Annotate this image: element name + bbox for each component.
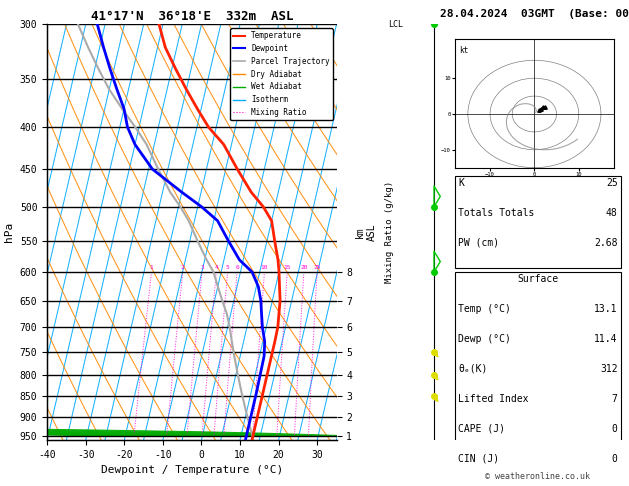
X-axis label: Dewpoint / Temperature (°C): Dewpoint / Temperature (°C) xyxy=(101,465,283,475)
Text: © weatheronline.co.uk: © weatheronline.co.uk xyxy=(486,472,590,481)
Text: K: K xyxy=(458,178,464,188)
Y-axis label: km
ASL: km ASL xyxy=(355,223,377,241)
Title: 41°17'N  36°18'E  332m  ASL: 41°17'N 36°18'E 332m ASL xyxy=(91,10,293,23)
Text: kt: kt xyxy=(459,46,468,55)
Text: 6: 6 xyxy=(235,265,239,270)
Text: PW (cm): PW (cm) xyxy=(458,238,499,248)
Text: CIN (J): CIN (J) xyxy=(458,453,499,464)
Text: 3: 3 xyxy=(200,265,204,270)
Text: 11.4: 11.4 xyxy=(594,334,618,344)
Text: 0: 0 xyxy=(612,453,618,464)
Text: 10: 10 xyxy=(261,265,268,270)
Text: 25: 25 xyxy=(606,178,618,188)
Text: Mixing Ratio (g/kg): Mixing Ratio (g/kg) xyxy=(386,181,394,283)
Y-axis label: hPa: hPa xyxy=(4,222,14,242)
Text: 25: 25 xyxy=(313,265,321,270)
Text: 0: 0 xyxy=(612,424,618,434)
Text: 5: 5 xyxy=(226,265,230,270)
Text: Lifted Index: Lifted Index xyxy=(458,394,528,404)
Text: 2.68: 2.68 xyxy=(594,238,618,248)
Text: Totals Totals: Totals Totals xyxy=(458,208,535,218)
Text: 20: 20 xyxy=(300,265,308,270)
Text: 7: 7 xyxy=(612,394,618,404)
Text: Temp (°C): Temp (°C) xyxy=(458,304,511,314)
Text: Dewp (°C): Dewp (°C) xyxy=(458,334,511,344)
Legend: Temperature, Dewpoint, Parcel Trajectory, Dry Adiabat, Wet Adiabat, Isotherm, Mi: Temperature, Dewpoint, Parcel Trajectory… xyxy=(230,28,333,120)
Text: 48: 48 xyxy=(606,208,618,218)
Text: 4: 4 xyxy=(214,265,218,270)
Text: θₑ(K): θₑ(K) xyxy=(458,364,487,374)
Text: 13.1: 13.1 xyxy=(594,304,618,314)
Text: LCL: LCL xyxy=(389,20,404,29)
Text: 28.04.2024  03GMT  (Base: 00): 28.04.2024 03GMT (Base: 00) xyxy=(440,9,629,19)
Text: 312: 312 xyxy=(600,364,618,374)
Text: 2: 2 xyxy=(181,265,185,270)
Text: 15: 15 xyxy=(284,265,291,270)
Text: Surface: Surface xyxy=(517,274,559,284)
Text: 1: 1 xyxy=(150,265,153,270)
Text: CAPE (J): CAPE (J) xyxy=(458,424,505,434)
